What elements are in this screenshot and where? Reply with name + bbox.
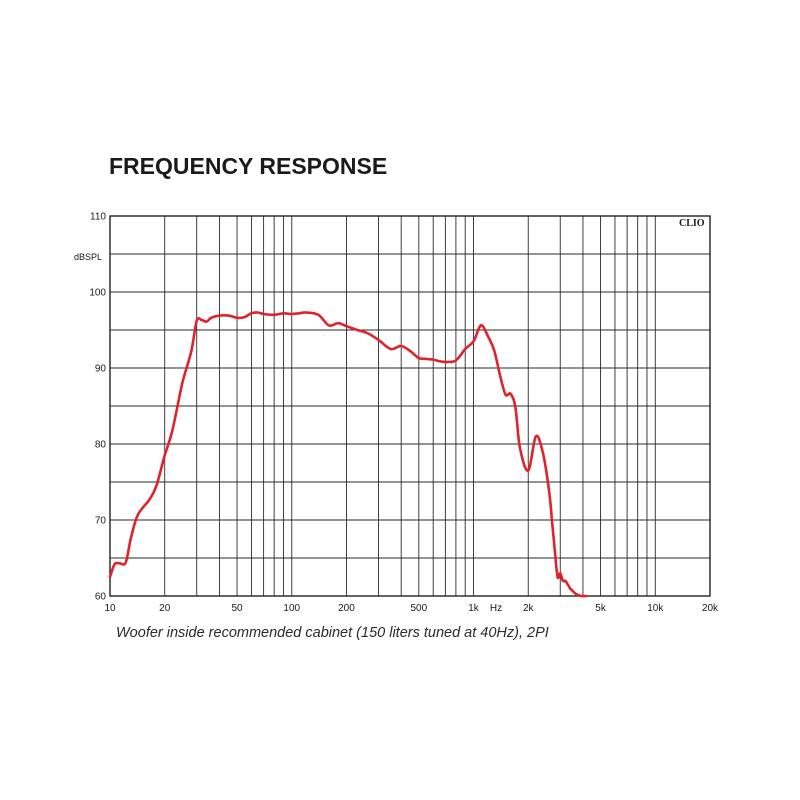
y-tick-label: 70 (95, 516, 107, 527)
y-tick-label: 80 (95, 440, 107, 451)
y-tick-label: 110 (90, 212, 106, 223)
x-tick-label: 20k (702, 603, 719, 614)
grid (110, 216, 710, 596)
x-unit-label: Hz (490, 603, 502, 614)
chart-title: FREQUENCY RESPONSE (109, 153, 387, 179)
x-tick-label: 1k (468, 603, 480, 614)
x-tick-label: 2k (523, 603, 535, 614)
y-tick-label: 90 (95, 364, 107, 375)
plot-frame (109, 215, 711, 597)
x-tick-label: 100 (283, 603, 300, 614)
x-tick-label: 50 (231, 603, 243, 614)
x-tick-labels: 10 20 50 100 200 500 1k 2k 5k 10k 20k (104, 603, 719, 614)
y-tick-labels: 60 70 80 90 100 110 (89, 212, 106, 603)
x-tick-label: 200 (338, 603, 355, 614)
y-axis-label: dBSPL (74, 252, 102, 262)
x-tick-label: 500 (410, 603, 427, 614)
response-curve (108, 311, 589, 598)
x-tick-label: 5k (595, 603, 607, 614)
x-tick-label: 20 (159, 603, 171, 614)
y-tick-label: 60 (95, 592, 107, 603)
y-tick-label: 100 (89, 288, 106, 299)
chart-caption: Woofer inside recommended cabinet (150 l… (116, 625, 549, 641)
brand-label: CLIO (679, 218, 705, 229)
response-curve-group (108, 311, 589, 598)
x-tick-label: 10 (104, 603, 116, 614)
x-tick-label: 10k (647, 603, 664, 614)
